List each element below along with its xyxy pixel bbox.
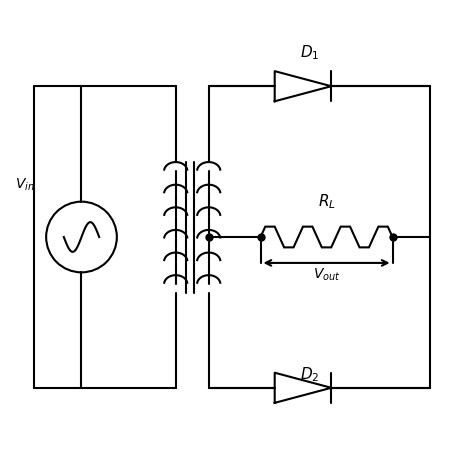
Text: V$_{\mathregular{in}}$: V$_{\mathregular{in}}$ (15, 177, 35, 193)
Text: V$_{\mathregular{out}}$: V$_{\mathregular{out}}$ (313, 267, 340, 283)
Text: D$_2$: D$_2$ (300, 365, 320, 384)
Polygon shape (275, 71, 331, 101)
Text: R$_L$: R$_L$ (318, 192, 336, 211)
Text: D$_1$: D$_1$ (300, 43, 320, 62)
Polygon shape (275, 373, 331, 403)
